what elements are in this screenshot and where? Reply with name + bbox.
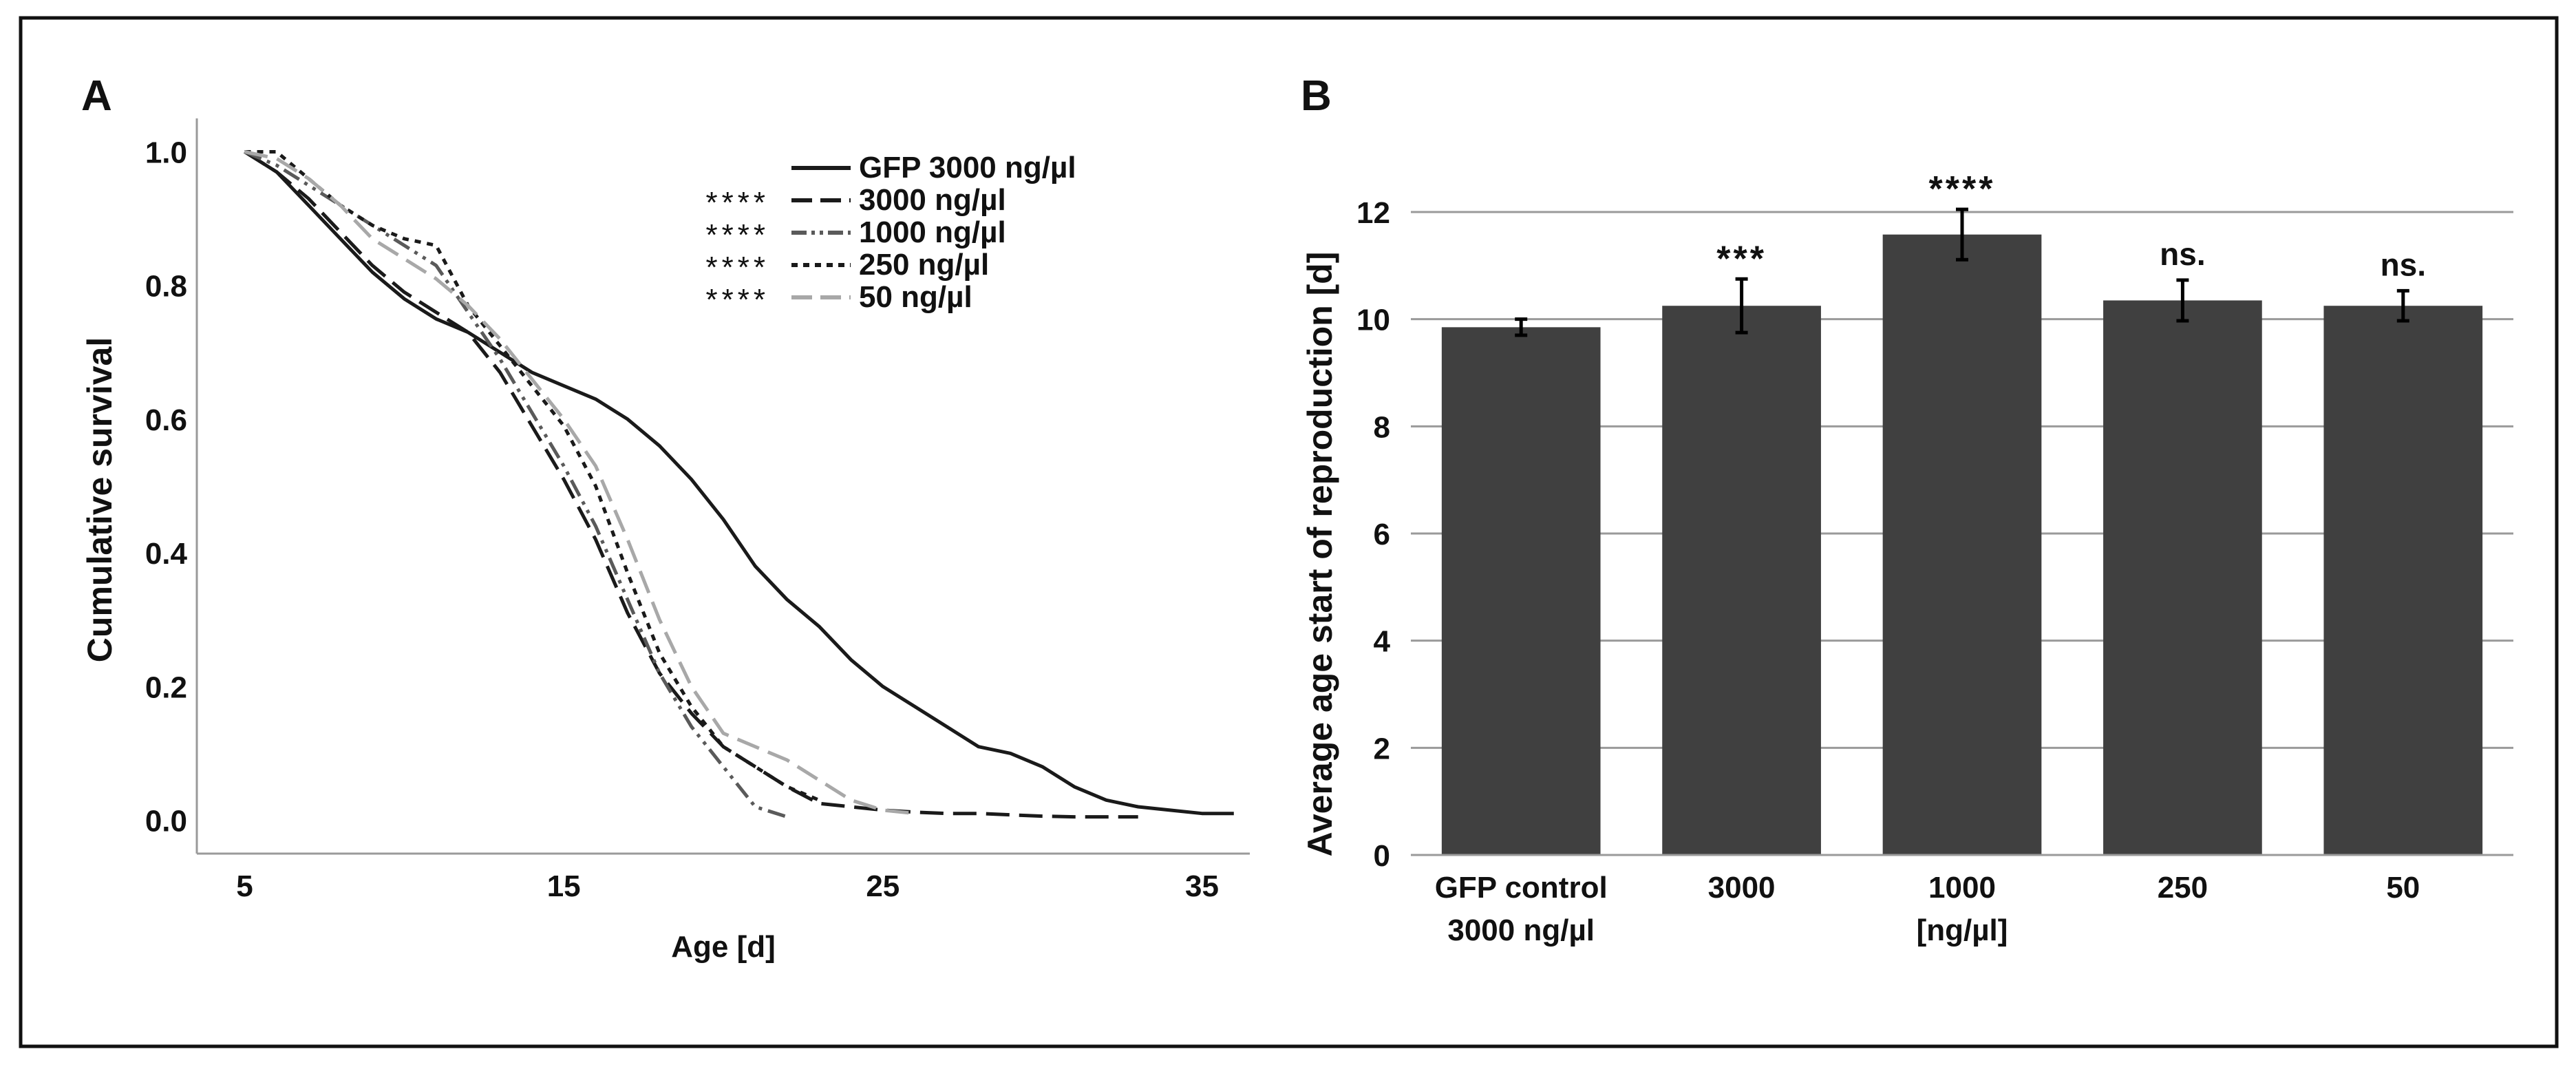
- legend-label-series-0: GFP 3000 ng/µl: [859, 151, 1076, 184]
- significance-label-3: ns.: [2160, 236, 2205, 272]
- panel-b-bars: *******ns. ns.: [1441, 169, 2483, 855]
- category-label-1: 3000: [1708, 871, 1776, 905]
- significance-label-1: ***: [1716, 239, 1767, 279]
- legend-significance-series-1: ****: [706, 186, 770, 220]
- legend-significance-series-3: ****: [706, 251, 770, 284]
- panel-a-x-tick-label: 5: [236, 869, 253, 903]
- panel-b-y-tick-label: 10: [1356, 304, 1390, 337]
- category-label-0: 3000 ng/µl: [1447, 913, 1595, 947]
- category-label-4: 50: [2386, 871, 2420, 905]
- survival-line-series-1: [244, 150, 1138, 819]
- panel-b-y-tick-label: 0: [1374, 839, 1390, 873]
- legend-significance-series-4: ****: [706, 283, 770, 317]
- bar-4: [2323, 306, 2483, 855]
- panel-a-series-lines: [244, 150, 1234, 819]
- panel-b-y-axis-label: Average age start of reproduction [d]: [1301, 252, 1339, 857]
- panel-b-axes: 0 2 4 6 8 10 12 GFP control 3000 ng/µl 3000 1000 25…: [1301, 196, 2513, 947]
- panel-a-y-tick-label: 1.0: [145, 136, 187, 170]
- panel-a-y-tick-label: 0.8: [145, 270, 187, 304]
- legend-label-series-2: 1000 ng/µl: [859, 215, 1006, 249]
- panel-b-y-tick-label: 6: [1374, 518, 1390, 551]
- legend-label-series-4: 50 ng/µl: [859, 280, 972, 314]
- panel-a-y-tick-label: 0.6: [145, 403, 187, 437]
- significance-label-4: ns.: [2381, 246, 2426, 282]
- panel-a-axes: 0.0 0.2 0.4 0.6 0.8 1.0 5 15 25 35 Age [d] Cumulati…: [81, 118, 1250, 964]
- category-label-2: 1000: [1928, 871, 1996, 905]
- panel-a-x-tick-label: 15: [547, 869, 581, 903]
- panel-b-x-axis-label: [ng/µl]: [1917, 913, 2008, 947]
- panel-b-letter: B: [1301, 72, 1332, 120]
- panel-a-y-axis-label: Cumulative survival: [81, 337, 119, 662]
- panel-a-survival-chart: A 0.0 0.2 0.4 0.6 0.8 1.0 5 15 25 35 Age [d] Cumula…: [81, 72, 1250, 964]
- panel-a-y-tick-label: 0.0: [145, 804, 187, 838]
- panel-b-y-tick-label: 8: [1374, 410, 1390, 444]
- category-label-0: GFP control: [1435, 871, 1608, 905]
- category-label-3: 250: [2158, 871, 2208, 905]
- panel-a-y-tick-label: 0.2: [145, 670, 187, 704]
- legend-significance-series-2: ****: [706, 218, 770, 252]
- legend-label-series-3: 250 ng/µl: [859, 248, 989, 282]
- panel-a-letter: A: [81, 72, 112, 120]
- panel-a-x-tick-label: 25: [866, 869, 900, 903]
- panel-b-y-tick-label: 2: [1374, 732, 1390, 765]
- bar-1: [1662, 306, 1821, 855]
- panel-a-x-axis-label: Age [d]: [671, 930, 776, 964]
- significance-label-2: ****: [1929, 169, 1996, 209]
- bar-0: [1441, 327, 1601, 855]
- legend-label-series-1: 3000 ng/µl: [859, 183, 1006, 217]
- panel-b-y-tick-label: 12: [1356, 196, 1390, 230]
- bar-3: [2103, 300, 2262, 855]
- survival-line-series-0: [244, 150, 1234, 816]
- panel-a-y-tick-label: 0.4: [145, 537, 188, 571]
- panel-b-y-tick-label: 4: [1374, 625, 1391, 659]
- survival-line-series-4: [244, 150, 915, 816]
- bar-2: [1882, 234, 2042, 855]
- panel-a-x-tick-label: 35: [1185, 869, 1219, 903]
